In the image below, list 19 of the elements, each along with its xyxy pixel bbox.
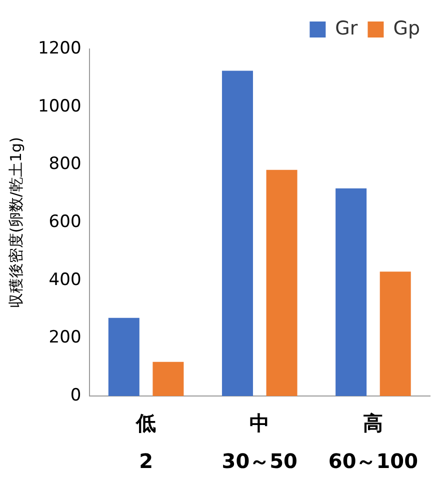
y-tick-label: 800 — [48, 154, 82, 174]
bar — [222, 70, 253, 396]
bar — [336, 188, 367, 396]
x-tick-label: 高 60～100 — [328, 411, 418, 474]
bar — [108, 318, 140, 396]
bar — [266, 170, 298, 396]
legend-label: Gr — [335, 17, 358, 40]
bar — [152, 362, 184, 396]
y-tick-label: 1200 — [38, 38, 82, 58]
y-tick-label: 400 — [48, 270, 82, 290]
y-tick-label: 0 — [70, 385, 82, 406]
y-tick-label: 600 — [48, 212, 82, 232]
x-tick-label: 中 30～50 — [222, 411, 298, 474]
bar — [380, 272, 411, 396]
y-tick-label: 1000 — [38, 96, 82, 116]
y-axis-title: 収穫後密度(卵数/乾土1g) — [6, 137, 25, 308]
x-tick-label: 低 2 — [135, 411, 156, 474]
y-tick-label: 200 — [48, 328, 82, 348]
legend-label: Gp — [393, 17, 420, 40]
